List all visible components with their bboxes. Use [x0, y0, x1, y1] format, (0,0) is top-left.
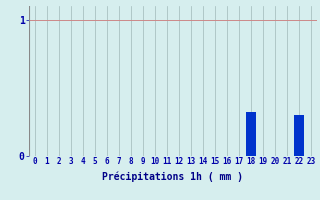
Bar: [246, 112, 256, 156]
Bar: [294, 115, 304, 156]
X-axis label: Précipitations 1h ( mm ): Précipitations 1h ( mm ): [102, 172, 243, 182]
